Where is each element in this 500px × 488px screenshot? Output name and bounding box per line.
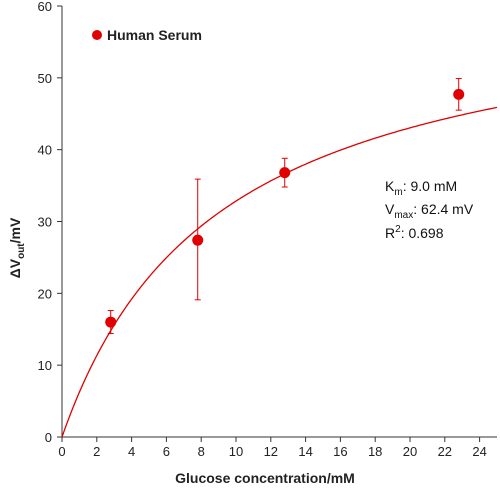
- x-ticks: 0 2 4 6 8 10 12 14 16 18 20 22 24: [58, 437, 487, 459]
- x-tick-label: 14: [298, 444, 312, 459]
- x-tick-label: 4: [128, 444, 135, 459]
- y-tick-label: 20: [38, 286, 52, 301]
- data-point: [279, 167, 291, 179]
- data-point: [192, 234, 204, 246]
- vmax-prefix: V: [385, 201, 395, 217]
- x-tick-label: 8: [198, 444, 205, 459]
- x-tick-label: 20: [403, 444, 417, 459]
- y-axis-title-prefix: ΔV: [7, 258, 23, 278]
- data-point: [453, 88, 465, 100]
- r2-annotation: R2: 0.698: [385, 224, 444, 241]
- km-annotation: Km: 9.0 mM: [385, 178, 457, 198]
- fit-annotations: Km: 9.0 mM Vmax: 62.4 mV R2: 0.698: [385, 178, 474, 241]
- r2-value: : 0.698: [401, 225, 444, 241]
- y-axis-title-suffix: /mV: [7, 217, 23, 243]
- r2-prefix: R: [385, 225, 395, 241]
- x-axis-title: Glucose concentration/mM: [175, 470, 355, 486]
- km-prefix: K: [385, 178, 395, 194]
- vmax-sub: max: [394, 210, 413, 221]
- y-ticks: 0 10 20 30 40 50 60: [38, 0, 62, 445]
- x-tick-label: 22: [438, 444, 452, 459]
- km-sub: m: [394, 187, 402, 198]
- y-tick-label: 10: [38, 358, 52, 373]
- x-tick-label: 10: [229, 444, 243, 459]
- vmax-annotation: Vmax: 62.4 mV: [385, 201, 474, 221]
- x-tick-label: 16: [333, 444, 347, 459]
- fit-curve: [61, 106, 498, 438]
- y-axis-title: ΔVout/mV: [7, 217, 27, 278]
- data-points: [105, 88, 465, 328]
- x-tick-label: 2: [93, 444, 100, 459]
- y-tick-label: 60: [38, 0, 52, 14]
- y-tick-label: 40: [38, 143, 52, 158]
- km-value: : 9.0 mM: [403, 178, 457, 194]
- x-tick-label: 6: [163, 444, 170, 459]
- y-tick-label: 0: [45, 430, 52, 445]
- data-point: [105, 316, 117, 328]
- r2-sup: 2: [395, 224, 401, 235]
- x-tick-label: 0: [58, 444, 65, 459]
- error-bars: [107, 78, 462, 335]
- x-tick-label: 24: [472, 444, 486, 459]
- axes: [61, 6, 497, 438]
- x-tick-label: 18: [368, 444, 382, 459]
- x-tick-label: 12: [264, 444, 278, 459]
- y-tick-label: 30: [38, 215, 52, 230]
- y-axis-title-sub: out: [16, 243, 27, 259]
- legend-label: Human Serum: [107, 27, 202, 43]
- legend-marker: [92, 30, 102, 40]
- legend: Human Serum: [92, 27, 202, 43]
- y-tick-label: 50: [38, 71, 52, 86]
- vmax-value: : 62.4 mV: [413, 201, 474, 217]
